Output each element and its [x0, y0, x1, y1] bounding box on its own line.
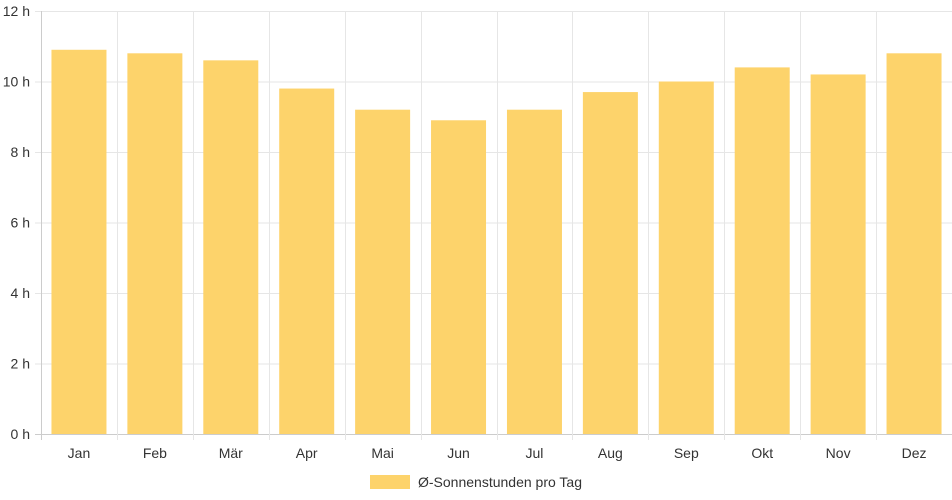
x-tick-label: Jun [447, 445, 470, 461]
bar-mär[interactable] [203, 60, 259, 434]
y-tick-label: 6 h [11, 215, 30, 231]
bar-nov[interactable] [810, 74, 866, 434]
x-tick-label: Jul [526, 445, 544, 461]
bar-jun[interactable] [431, 120, 487, 435]
bar-feb[interactable] [127, 53, 183, 435]
x-tick-label: Dez [902, 445, 927, 461]
legend-label[interactable]: Ø-Sonnenstunden pro Tag [418, 474, 582, 490]
x-tick-label: Sep [674, 445, 699, 461]
bar-okt[interactable] [734, 67, 790, 435]
bars-layer [51, 49, 942, 435]
grid-layer [35, 11, 952, 440]
legend-swatch[interactable] [370, 475, 410, 489]
axes-layer: 0 h 2 h 4 h 6 h 8 h 10 h 12 h Jan Feb Mär Apr Mai Ju… [3, 3, 927, 461]
x-tick-label: Jan [68, 445, 91, 461]
bar-sep[interactable] [658, 81, 714, 435]
y-tick-label: 2 h [11, 356, 30, 372]
x-tick-label: Mär [219, 445, 243, 461]
bar-mai[interactable] [355, 109, 411, 434]
y-tick-label: 10 h [3, 74, 30, 90]
y-tick-label: 0 h [11, 426, 30, 442]
y-tick-label: 4 h [11, 285, 30, 301]
bar-jan[interactable] [51, 49, 107, 435]
bar-aug[interactable] [582, 92, 638, 434]
x-tick-label: Okt [751, 445, 773, 461]
x-tick-label: Aug [598, 445, 623, 461]
x-tick-label: Mai [371, 445, 394, 461]
x-tick-label: Apr [296, 445, 318, 461]
x-tick-label: Feb [143, 445, 167, 461]
x-tick-label: Nov [826, 445, 851, 461]
y-tick-label: 12 h [3, 3, 30, 19]
legend[interactable]: Ø-Sonnenstunden pro Tag [370, 474, 582, 490]
bar-jul[interactable] [506, 109, 562, 434]
bar-dez[interactable] [886, 53, 942, 435]
y-tick-label: 8 h [11, 144, 30, 160]
bar-apr[interactable] [279, 88, 335, 435]
